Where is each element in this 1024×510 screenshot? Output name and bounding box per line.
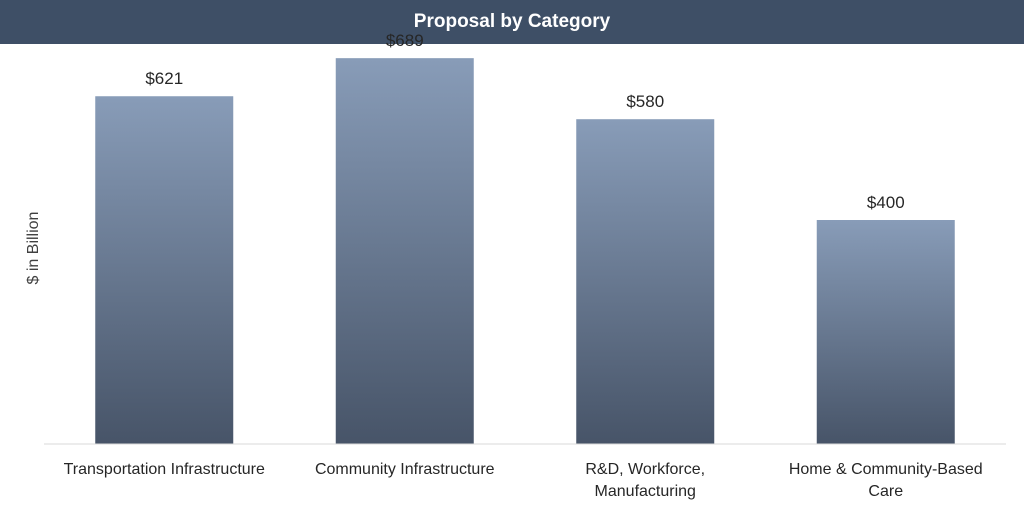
- category-label-4-line-2: Care: [868, 483, 903, 500]
- category-label-4-line-1: Home & Community-Based: [789, 461, 983, 478]
- category-label-1-line-1: Transportation Infrastructure: [64, 461, 265, 478]
- data-label-4: $400: [867, 193, 905, 212]
- chart-title-bar: Proposal by Category: [0, 0, 1024, 44]
- category-label-3-line-1: R&D, Workforce,: [585, 461, 705, 478]
- category-label-2-line-1: Community Infrastructure: [315, 461, 495, 478]
- data-label-2: $689: [386, 31, 424, 50]
- bar-2: [335, 58, 474, 444]
- data-label-3: $580: [626, 92, 664, 111]
- category-label-3-line-2: Manufacturing: [595, 483, 696, 500]
- bar-4: [816, 220, 955, 444]
- bar-3: [576, 119, 715, 444]
- y-axis-label: $ in Billion: [25, 212, 42, 285]
- data-label-1: $621: [145, 69, 183, 88]
- chart-title: Proposal by Category: [413, 11, 611, 32]
- bar-1: [95, 96, 234, 445]
- bars-group: $621 Transportation Infrastructure $689 Com…: [64, 31, 983, 500]
